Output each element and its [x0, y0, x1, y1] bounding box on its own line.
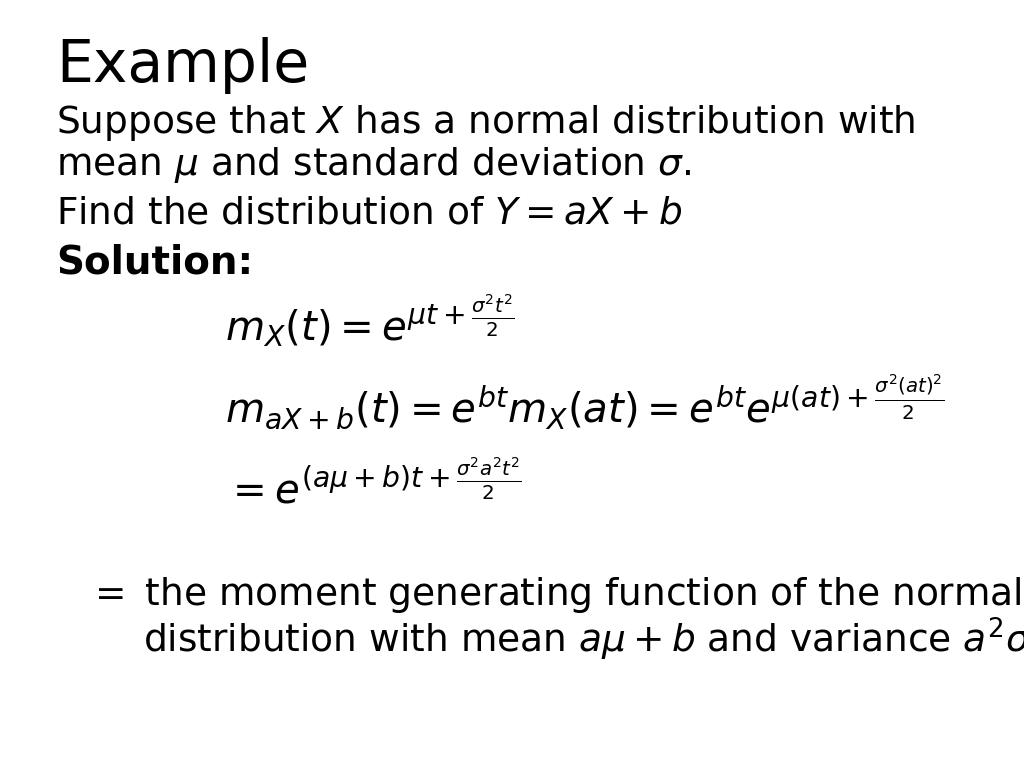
Text: Solution:: Solution:	[56, 243, 254, 282]
Text: Suppose that $X$ has a normal distribution with: Suppose that $X$ has a normal distributi…	[56, 103, 915, 143]
Text: $m_X\left(t\right) = e^{\mu t+\frac{\sigma^2 t^2}{2}}$: $m_X\left(t\right) = e^{\mu t+\frac{\sig…	[225, 293, 515, 349]
Text: Example: Example	[56, 37, 309, 94]
Text: Find the distribution of $Y = aX + b$: Find the distribution of $Y = aX + b$	[56, 196, 683, 231]
Text: $= e^{(a\mu+b)t+\frac{\sigma^2 a^2 t^2}{2}}$: $= e^{(a\mu+b)t+\frac{\sigma^2 a^2 t^2}{…	[225, 462, 522, 513]
Text: distribution with mean $a\mu + b$ and variance $a^2\sigma^2$.: distribution with mean $a\mu + b$ and va…	[143, 615, 1024, 663]
Text: $=$ the moment generating function of the normal: $=$ the moment generating function of th…	[87, 575, 1022, 615]
Text: mean $\mu$ and standard deviation $\sigma$.: mean $\mu$ and standard deviation $\sigm…	[56, 145, 691, 185]
Text: $m_{aX+b}\left(t\right) = e^{bt}m_X\left(at\right) = e^{bt}e^{\mu(at)+\frac{\sig: $m_{aX+b}\left(t\right) = e^{bt}m_X\left…	[225, 372, 944, 431]
